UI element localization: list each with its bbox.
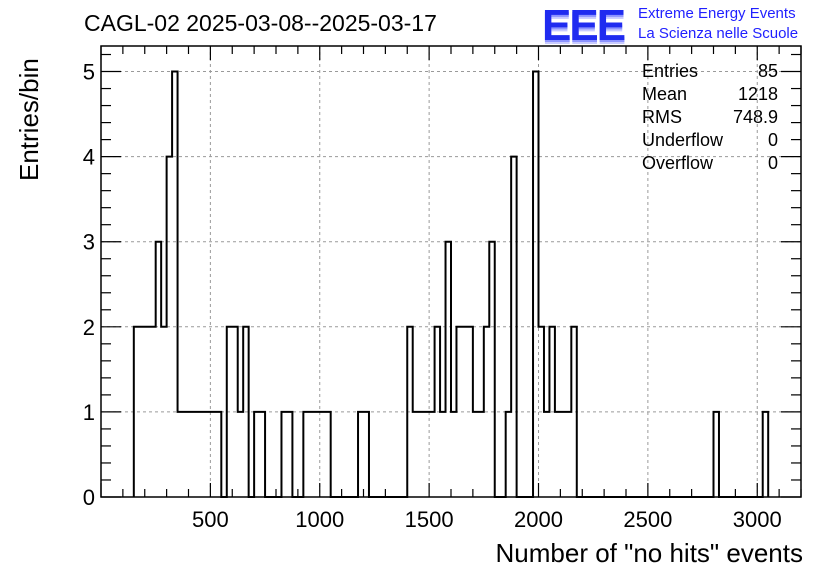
eee-logo: EEE Extreme Energy Events La Scienza nel… <box>542 1 798 50</box>
stats-value: 748.9 <box>732 107 778 127</box>
logo-letters: EEE <box>542 1 626 50</box>
stats-row-overflow: Overflow 0 <box>642 152 778 175</box>
stats-row-rms: RMS 748.9 <box>642 106 778 129</box>
x-tick-label: 2000 <box>514 507 563 532</box>
x-axis-label: Number of "no hits" events <box>495 538 804 568</box>
x-tick-label: 3000 <box>733 507 782 532</box>
logo-line-1: Extreme Energy Events <box>638 5 796 22</box>
stats-row-mean: Mean 1218 <box>642 83 778 106</box>
stats-row-underflow: Underflow 0 <box>642 129 778 152</box>
stats-label: Underflow <box>642 130 724 150</box>
stats-label: Mean <box>642 84 688 104</box>
x-tick-label: 2500 <box>623 507 672 532</box>
stats-row-entries: Entries 85 <box>642 60 778 83</box>
logo-text: Extreme Energy Events La Scienza nelle S… <box>638 4 798 44</box>
chart-title: CAGL-02 2025-03-08--2025-03-17 <box>84 10 437 36</box>
y-tick-label: 0 <box>83 485 95 510</box>
histogram-series <box>132 70 770 498</box>
y-tick-label: 2 <box>83 315 95 340</box>
stats-label: Entries <box>642 61 699 81</box>
stats-value: 0 <box>767 130 778 150</box>
x-tick-label: 500 <box>192 507 229 532</box>
y-tick-label: 5 <box>83 60 95 85</box>
logo-line-2: La Scienza nelle Scuole <box>638 25 799 42</box>
stats-box: Entries 85 Mean 1218 RMS 748.9 Underflow… <box>642 60 778 175</box>
stats-value: 1218 <box>737 84 778 104</box>
stats-value: 0 <box>767 153 778 173</box>
y-axis-label: Entries/bin <box>14 58 44 181</box>
stats-value: 85 <box>757 61 778 81</box>
y-tick-label: 3 <box>83 230 95 255</box>
y-tick-label: 4 <box>83 145 95 170</box>
y-tick-label: 1 <box>83 400 95 425</box>
stats-label: Overflow <box>642 153 714 173</box>
stats-label: RMS <box>642 107 682 127</box>
x-tick-label: 1500 <box>405 507 454 532</box>
x-tick-label: 1000 <box>295 507 344 532</box>
